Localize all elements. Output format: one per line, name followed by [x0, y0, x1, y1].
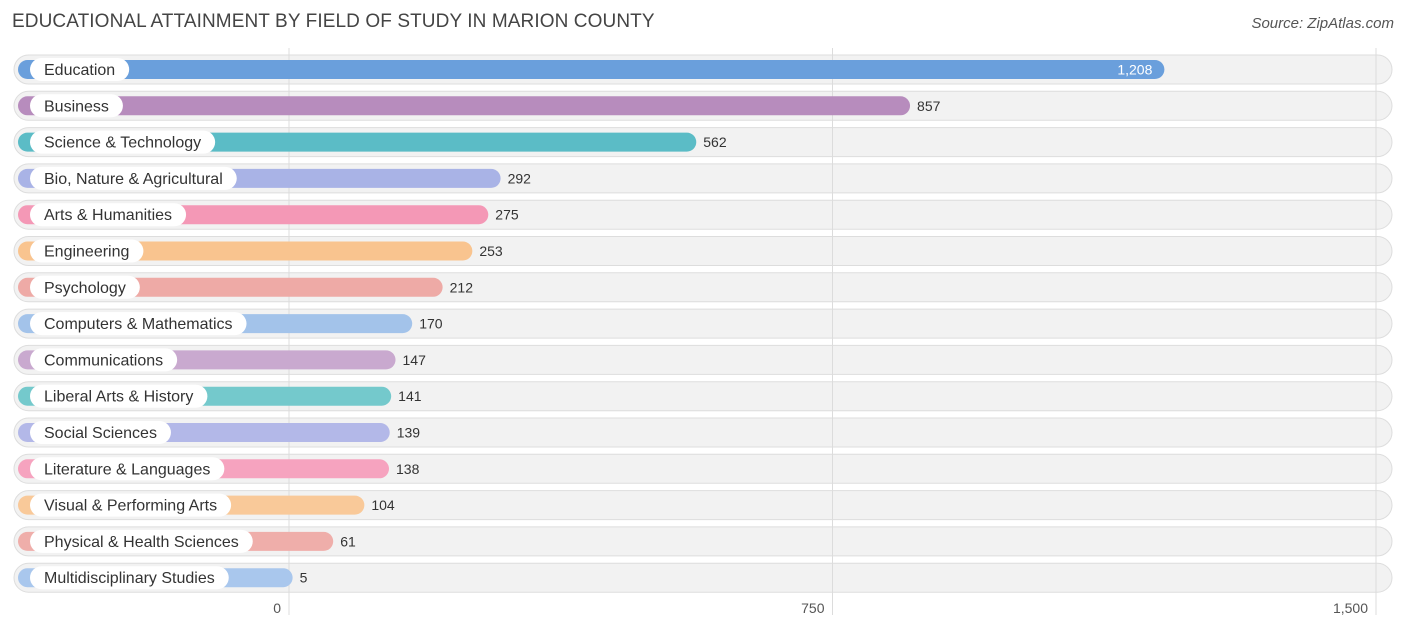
category-label-pill: [30, 348, 178, 372]
category-label: Multidisciplinary Studies: [44, 570, 215, 587]
category-label: Visual & Performing Arts: [44, 498, 217, 515]
chart-source: Source: ZipAtlas.com: [1251, 15, 1394, 32]
category-label: Communications: [44, 352, 163, 369]
bar[interactable]: [18, 60, 1165, 79]
category-label: Physical & Health Sciences: [44, 534, 239, 551]
value-label: 212: [450, 279, 474, 295]
value-label: 104: [371, 497, 395, 513]
category-label-pill: [30, 94, 123, 118]
value-label: 1,208: [1117, 62, 1152, 78]
bars: Education 1,208 Business 857 Science & Techn…: [18, 58, 1165, 590]
value-label: 857: [917, 98, 941, 114]
x-tick-label: 750: [801, 600, 825, 616]
category-label-pill: [30, 457, 225, 481]
value-label: 147: [403, 352, 427, 368]
value-label: 141: [398, 388, 422, 404]
row-background: [13, 526, 1393, 557]
category-label: Computers & Mathematics: [44, 316, 233, 333]
category-label-pill: [30, 493, 232, 517]
category-label: Arts & Humanities: [44, 207, 172, 224]
category-label-pill: [30, 58, 130, 81]
value-label: 292: [508, 170, 532, 186]
value-label: 253: [479, 243, 503, 259]
category-label: Business: [44, 98, 109, 115]
category-label-pill: [30, 239, 144, 263]
row-background: [13, 562, 1393, 593]
category-label: Literature & Languages: [44, 461, 210, 478]
x-tick-label: 0: [273, 600, 281, 616]
category-label-pill: [30, 529, 253, 553]
bar[interactable]: [18, 96, 911, 116]
value-label: 562: [703, 134, 727, 150]
category-label-pill: [30, 312, 247, 336]
value-label: 138: [396, 461, 420, 477]
category-label: Psychology: [44, 280, 126, 297]
value-label: 5: [300, 570, 308, 586]
category-label: Science & Technology: [44, 135, 201, 152]
value-label: 275: [495, 207, 519, 223]
category-label-pill: [30, 566, 229, 590]
x-axis-ticks: 0 750 1,500: [273, 600, 1368, 616]
value-label: 170: [419, 316, 443, 332]
value-label: 61: [340, 533, 356, 549]
category-label: Liberal Arts & History: [44, 389, 193, 406]
category-label-pill: [30, 203, 187, 227]
category-label-pill: [30, 384, 208, 408]
category-label: Education: [44, 62, 115, 79]
category-label-pill: [30, 421, 171, 444]
category-label: Social Sciences: [44, 425, 157, 442]
category-label: Engineering: [44, 244, 129, 261]
category-label-pill: [30, 130, 216, 154]
category-label-pill: [30, 166, 237, 190]
x-tick-label: 1,500: [1333, 600, 1368, 616]
category-label-pill: [30, 275, 140, 299]
chart-title: EDUCATIONAL ATTAINMENT BY FIELD OF STUDY…: [12, 11, 655, 32]
category-label: Bio, Nature & Agricultural: [44, 171, 223, 188]
value-label: 139: [397, 425, 421, 441]
